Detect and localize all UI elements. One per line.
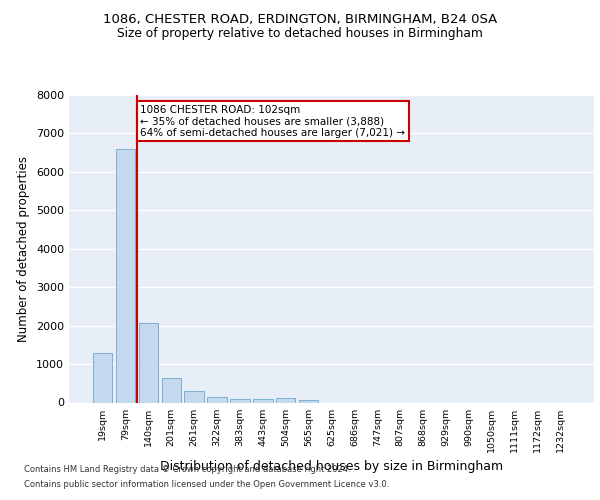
Text: Contains HM Land Registry data © Crown copyright and database right 2024.: Contains HM Land Registry data © Crown c… (24, 465, 350, 474)
Bar (184, 392, 204, 402)
Bar (276, 398, 295, 402)
Y-axis label: Number of detached properties: Number of detached properties (17, 156, 31, 342)
Bar (139, 322, 158, 402)
Text: 1086 CHESTER ROAD: 102sqm
← 35% of detached houses are smaller (3,888)
64% of se: 1086 CHESTER ROAD: 102sqm ← 35% of detac… (140, 104, 406, 138)
Text: Size of property relative to detached houses in Birmingham: Size of property relative to detached ho… (117, 28, 483, 40)
Bar (253, 400, 272, 402)
X-axis label: Distribution of detached houses by size in Birmingham: Distribution of detached houses by size … (160, 460, 503, 473)
Bar (116, 149, 135, 403)
Bar (230, 399, 250, 402)
Bar (299, 400, 319, 402)
Bar (208, 397, 227, 402)
Bar (93, 352, 112, 403)
Text: Contains public sector information licensed under the Open Government Licence v3: Contains public sector information licen… (24, 480, 389, 489)
Bar (161, 378, 181, 402)
Text: 1086, CHESTER ROAD, ERDINGTON, BIRMINGHAM, B24 0SA: 1086, CHESTER ROAD, ERDINGTON, BIRMINGHA… (103, 12, 497, 26)
